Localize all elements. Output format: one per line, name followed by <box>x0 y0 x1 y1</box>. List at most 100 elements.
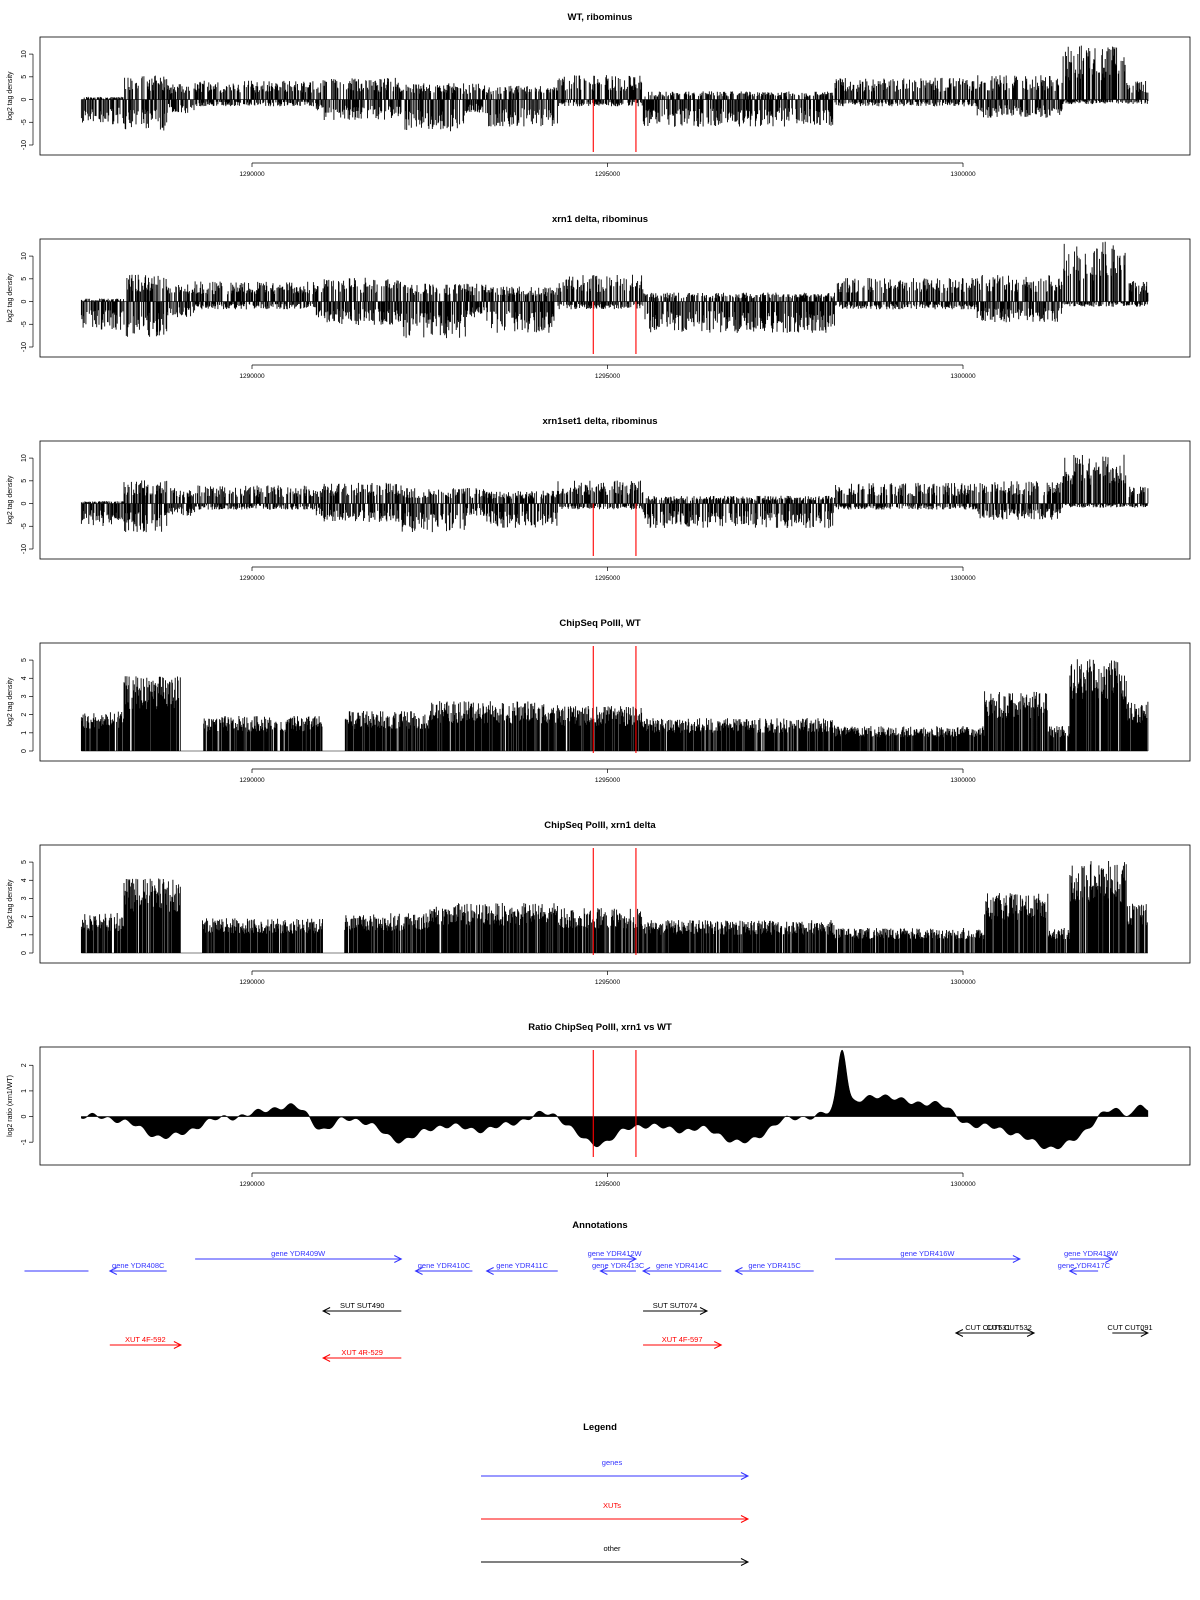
panel-title: xrn1 delta, ribominus <box>552 214 648 225</box>
y-tick-label: 2 <box>21 915 28 919</box>
arrow-head <box>734 1267 743 1275</box>
y-tick-label: 10 <box>21 50 28 58</box>
x-tick-label: 1295000 <box>595 1181 621 1188</box>
feature-label: gene YDR418W <box>1064 1249 1119 1258</box>
y-axis-label: log2 tag density <box>7 677 14 727</box>
legend-item-label: genes <box>602 1458 623 1467</box>
feature-gene-ydr411c: gene YDR411C <box>485 1261 558 1275</box>
feature-label: gene YDR415C <box>748 1261 801 1270</box>
arrow-head <box>1068 1267 1077 1275</box>
feature-label: CUT CUT091 <box>1107 1323 1152 1332</box>
x-tick-label: 1300000 <box>950 373 976 380</box>
panel-title: ChipSeq PolII, WT <box>559 618 640 629</box>
signal-bars <box>80 241 1149 339</box>
signal-bars <box>80 454 1149 533</box>
arrow-head <box>1140 1329 1149 1337</box>
x-tick-label: 1290000 <box>239 171 265 178</box>
legend-arrow-head <box>740 1472 750 1480</box>
feature-xut-4r-529: XUT 4R-529 <box>321 1348 402 1362</box>
arrow-head <box>485 1267 494 1275</box>
annotations-title: Annotations <box>572 1220 627 1231</box>
legend-title: Legend <box>583 1422 617 1433</box>
y-axis-label: log2 tag density <box>7 879 14 929</box>
panel-3: xrn1set1 delta, ribominus 10 5 0 -5 -10 log2 t… <box>7 416 1191 582</box>
feature-gene-ydr409w: gene YDR409W <box>195 1249 403 1263</box>
feature-label: gene YDR411C <box>496 1261 548 1270</box>
x-tick-label: 1295000 <box>595 373 621 380</box>
feature-label: SUT SUT490 <box>340 1301 384 1310</box>
plot-frame <box>39 36 1191 156</box>
signal-bars <box>80 45 1149 132</box>
plot-frame <box>39 642 1191 762</box>
y-tick-label: 0 <box>21 951 28 955</box>
x-tick-label: 1300000 <box>950 1181 976 1188</box>
feature-gene-ydr416w: gene YDR416W <box>835 1249 1021 1263</box>
feature-gene-ydr414c: gene YDR414C <box>641 1261 722 1275</box>
feature-label: gene YDR410C <box>418 1261 471 1270</box>
arrow-head <box>699 1307 709 1315</box>
y-tick-label: 2 <box>21 713 28 717</box>
panel-6: Ratio ChipSeq PolII, xrn1 vs WT 2 1 0 -1 log2… <box>7 1022 1191 1188</box>
y-tick-label: 10 <box>21 454 28 462</box>
y-axis-label: log2 tag density <box>7 71 14 121</box>
y-tick-label: -10 <box>21 140 28 150</box>
feature-label: XUT 4R-529 <box>341 1348 383 1357</box>
y-tick-label: -10 <box>21 342 28 352</box>
x-tick-label: 1295000 <box>595 979 621 986</box>
legend-item-xuts: XUTs <box>481 1501 750 1523</box>
feature-xut-4f-597: XUT 4F-597 <box>643 1335 723 1349</box>
arrow-head <box>599 1267 608 1275</box>
feature-label: CUT CUT532 <box>987 1323 1032 1332</box>
feature-gene-ydr415c: gene YDR415C <box>734 1261 814 1275</box>
y-tick-label: 5 <box>21 75 28 79</box>
signal-series <box>80 454 1149 533</box>
y-tick-label: -5 <box>21 321 28 327</box>
legend-item-genes: genes <box>481 1458 750 1480</box>
feature-gene-ydr417c: gene YDR417C <box>1058 1261 1111 1275</box>
y-tick-label: 5 <box>21 860 28 864</box>
panel-title: xrn1set1 delta, ribominus <box>542 416 657 427</box>
x-tick-label: 1290000 <box>239 1181 265 1188</box>
y-tick-label: 5 <box>21 479 28 483</box>
signal-series <box>80 659 1149 752</box>
x-tick-label: 1300000 <box>950 979 976 986</box>
legend-item-label: XUTs <box>603 1501 621 1510</box>
y-tick-label: 10 <box>21 252 28 260</box>
feature-label: gene YDR412W <box>588 1249 643 1258</box>
x-tick-label: 1290000 <box>239 575 265 582</box>
feature-label: XUT 4F-597 <box>662 1335 703 1344</box>
arrow-head <box>714 1341 723 1349</box>
feature-gene-ydr413c: gene YDR413C <box>592 1261 645 1275</box>
feature-label: gene YDR408C <box>112 1261 165 1270</box>
plot-frame <box>39 440 1191 560</box>
arrow-head <box>641 1267 651 1275</box>
arrow-head <box>394 1255 403 1263</box>
x-tick-label: 1300000 <box>950 171 976 178</box>
feature-gene-ydr408c: gene YDR408C <box>108 1261 167 1275</box>
y-tick-label: -10 <box>21 544 28 554</box>
y-tick-label: 1 <box>21 1089 28 1093</box>
feature-label: gene YDR416W <box>900 1249 955 1258</box>
legend: Legend genes XUTs other <box>481 1422 750 1566</box>
feature-label: SUT SUT074 <box>653 1301 697 1310</box>
arrow-head <box>1105 1255 1114 1263</box>
signal-series <box>80 45 1149 132</box>
feature-label: gene YDR409W <box>271 1249 326 1258</box>
annotations-panel: Annotations gene YDR408C gene YDR409W gene … <box>24 1220 1153 1362</box>
panel-1: WT, ribominus 10 5 0 -5 -10 log2 tag density 12… <box>7 12 1191 178</box>
panel-title: WT, ribominus <box>568 12 633 23</box>
feature-label: gene YDR414C <box>656 1261 709 1270</box>
arrow-head <box>321 1354 331 1362</box>
x-tick-label: 1300000 <box>950 777 976 784</box>
arrow-head <box>173 1341 183 1349</box>
legend-item-other: other <box>481 1544 750 1566</box>
arrow-head <box>321 1307 331 1315</box>
arrow-head <box>108 1267 118 1275</box>
arrow-head <box>628 1255 638 1263</box>
legend-arrow-head <box>740 1558 750 1566</box>
arrow-head <box>1026 1329 1036 1337</box>
feature-sut-sut074: SUT SUT074 <box>643 1301 709 1315</box>
feature-gene-ydr410c: gene YDR410C <box>414 1261 473 1275</box>
feature-gene-ydr418w: gene YDR418W <box>1064 1249 1119 1263</box>
